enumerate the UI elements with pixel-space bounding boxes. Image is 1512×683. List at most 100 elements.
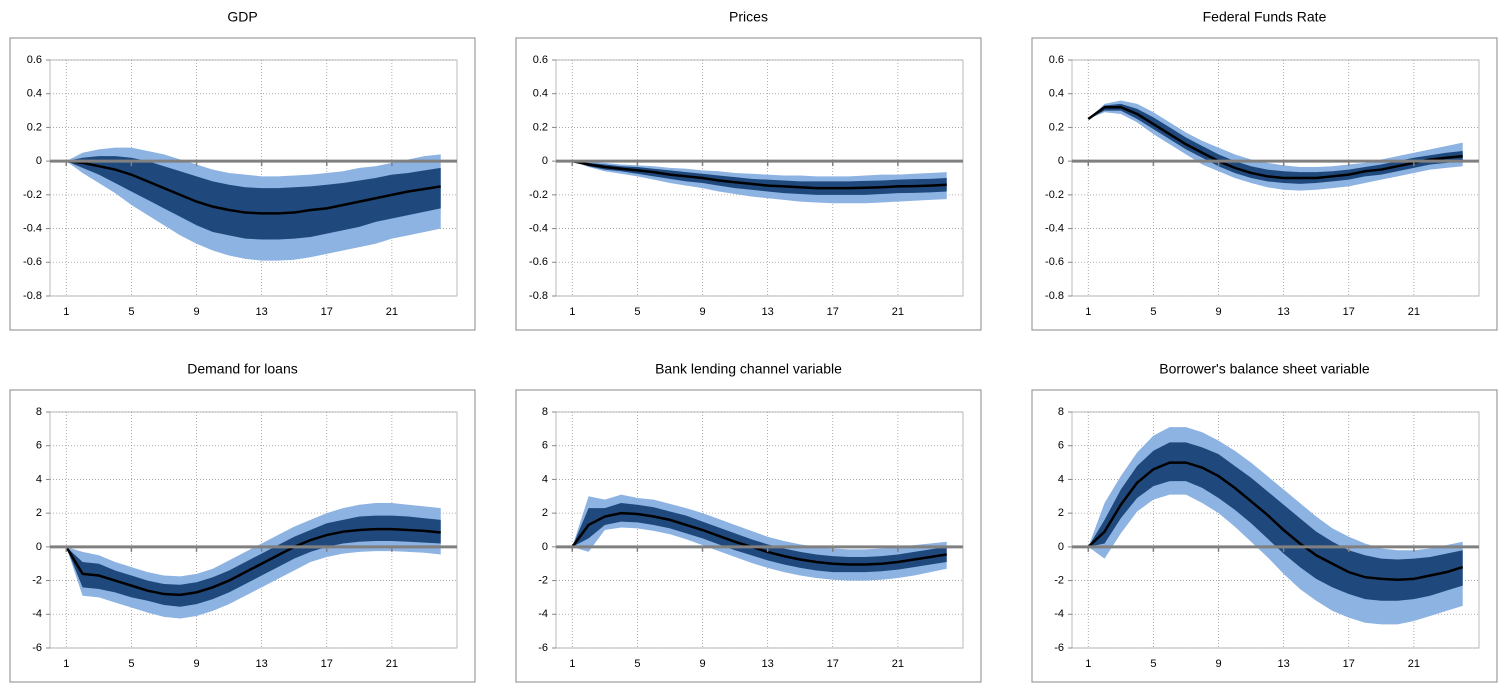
x-tick-label: 21 <box>1408 306 1420 318</box>
x-tick-label: 5 <box>1150 658 1156 670</box>
x-tick-label: 5 <box>1150 306 1156 318</box>
x-tick-label: 17 <box>321 306 333 318</box>
y-tick-label: 0 <box>1058 541 1064 553</box>
y-tick-label: 0 <box>1058 155 1064 167</box>
y-tick-label: 0 <box>542 541 548 553</box>
confidence-band <box>1088 103 1463 184</box>
chart-title: GDP <box>227 9 257 25</box>
response-line <box>571 511 947 566</box>
y-tick-label: -0.6 <box>529 256 548 268</box>
y-tick-label: -0.6 <box>1045 256 1064 268</box>
y-tick-label: -6 <box>1054 642 1064 654</box>
y-tick-label: 0.4 <box>533 88 548 100</box>
confidence-band <box>66 156 441 240</box>
x-tick-label: 9 <box>193 306 199 318</box>
y-tick-label: -0.4 <box>1045 222 1064 234</box>
y-tick-label: 8 <box>1058 406 1064 418</box>
y-tick-label: -0.2 <box>23 189 42 201</box>
y-tick-label: 2 <box>1058 507 1064 519</box>
x-tick-label: 5 <box>128 658 134 670</box>
confidence-band <box>66 515 441 607</box>
x-tick-label: 13 <box>762 306 774 318</box>
chart-title: Demand for loans <box>187 361 298 377</box>
y-tick-label: -0.2 <box>529 189 548 201</box>
x-tick-label: 21 <box>892 306 904 318</box>
y-tick-label: 2 <box>36 507 42 519</box>
y-tick-label: 0.4 <box>1049 88 1064 100</box>
x-tick-label: 9 <box>193 658 199 670</box>
x-tick-label: 1 <box>1085 306 1091 318</box>
chart-title: Prices <box>729 9 768 25</box>
x-tick-label: 1 <box>63 658 69 670</box>
y-tick-label: -2 <box>538 574 548 586</box>
y-tick-label: 4 <box>542 473 548 485</box>
y-tick-label: 6 <box>1058 440 1064 452</box>
y-tick-label: -0.8 <box>1045 290 1064 302</box>
x-tick-label: 5 <box>128 306 134 318</box>
y-tick-label: 6 <box>542 440 548 452</box>
x-tick-label: 17 <box>321 658 333 670</box>
x-tick-label: 9 <box>1215 306 1221 318</box>
plot-area <box>555 59 964 297</box>
x-tick-label: 9 <box>1215 658 1221 670</box>
plot-area <box>555 411 964 649</box>
y-tick-label: 8 <box>542 406 548 418</box>
x-tick-label: 21 <box>1408 658 1420 670</box>
y-tick-label: 0 <box>36 155 42 167</box>
y-tick-label: -0.4 <box>529 222 548 234</box>
y-tick-label: 0 <box>36 541 42 553</box>
x-tick-label: 13 <box>1278 658 1290 670</box>
x-tick-label: 17 <box>827 658 839 670</box>
plot-area <box>1071 411 1480 649</box>
y-tick-label: 4 <box>1058 473 1064 485</box>
x-tick-label: 1 <box>569 658 575 670</box>
y-tick-label: -2 <box>1054 574 1064 586</box>
chart-title: Bank lending channel variable <box>655 361 842 377</box>
y-tick-label: -6 <box>32 642 42 654</box>
plot-area <box>49 59 458 297</box>
chart-title: Federal Funds Rate <box>1203 9 1327 25</box>
x-tick-label: 21 <box>892 658 904 670</box>
x-tick-label: 1 <box>63 306 69 318</box>
y-tick-label: 0.6 <box>533 54 548 66</box>
y-tick-label: -4 <box>1054 608 1064 620</box>
x-tick-label: 13 <box>762 658 774 670</box>
y-tick-label: -0.2 <box>1045 189 1064 201</box>
x-tick-label: 1 <box>569 306 575 318</box>
response-line <box>1087 105 1463 180</box>
y-tick-label: 0.6 <box>27 54 42 66</box>
chart-title: Borrower's balance sheet variable <box>1159 361 1370 377</box>
x-tick-label: 17 <box>1343 658 1355 670</box>
y-tick-label: 0 <box>542 155 548 167</box>
y-tick-label: 6 <box>36 440 42 452</box>
y-tick-label: 4 <box>36 473 42 485</box>
x-tick-label: 21 <box>386 658 398 670</box>
y-tick-label: 0.2 <box>1049 121 1064 133</box>
x-tick-label: 21 <box>386 306 398 318</box>
x-tick-label: 13 <box>1278 306 1290 318</box>
y-tick-label: -4 <box>32 608 42 620</box>
y-tick-label: -4 <box>538 608 548 620</box>
y-tick-label: -0.4 <box>23 222 42 234</box>
x-tick-label: 1 <box>1085 658 1091 670</box>
plot-area <box>49 411 458 649</box>
x-tick-label: 9 <box>699 306 705 318</box>
response-line <box>1087 461 1464 581</box>
plot-area <box>1071 59 1480 297</box>
y-tick-label: 2 <box>542 507 548 519</box>
y-tick-label: 8 <box>36 406 42 418</box>
y-tick-label: 0.2 <box>27 121 42 133</box>
y-tick-label: 0.2 <box>533 121 548 133</box>
y-tick-label: -0.8 <box>23 290 42 302</box>
y-tick-label: -6 <box>538 642 548 654</box>
x-tick-label: 17 <box>827 306 839 318</box>
x-tick-label: 5 <box>634 306 640 318</box>
x-tick-label: 9 <box>699 658 705 670</box>
response-line <box>65 527 441 597</box>
x-tick-label: 5 <box>634 658 640 670</box>
y-tick-label: -2 <box>32 574 42 586</box>
y-tick-label: 0.6 <box>1049 54 1064 66</box>
x-tick-label: 17 <box>1343 306 1355 318</box>
x-tick-label: 13 <box>256 306 268 318</box>
